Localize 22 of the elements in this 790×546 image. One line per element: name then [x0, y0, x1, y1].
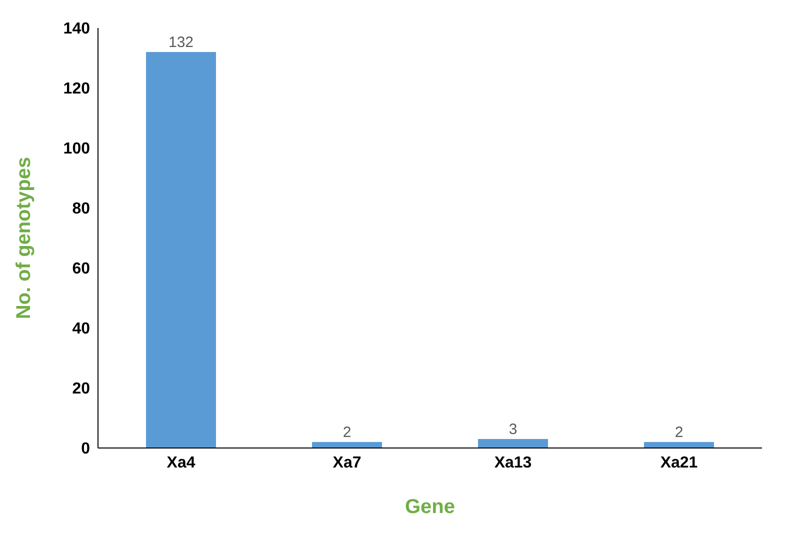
y-tick-label: 60 [72, 260, 90, 278]
y-tick-label: 20 [72, 380, 90, 398]
bar [478, 439, 548, 448]
bar [312, 442, 382, 448]
bar [644, 442, 714, 448]
x-tick-label: Xa21 [660, 454, 698, 472]
y-tick-label: 100 [63, 140, 90, 158]
y-tick-label: 40 [72, 320, 90, 338]
data-label: 3 [508, 421, 518, 438]
x-axis-title: Gene [404, 496, 456, 518]
data-label: 2 [342, 424, 352, 441]
x-tick-label: Xa7 [332, 454, 362, 472]
y-tick-label: 0 [81, 440, 90, 458]
x-tick-label: Xa4 [166, 454, 196, 472]
x-tick-label: Xa13 [494, 454, 532, 472]
data-label: 132 [168, 34, 194, 51]
y-tick-label: 120 [63, 80, 90, 98]
data-label: 2 [674, 424, 684, 441]
y-tick-label: 140 [63, 20, 90, 38]
bar [146, 52, 216, 448]
y-tick-label: 80 [72, 200, 90, 218]
y-axis-title: No. of genotypes [13, 156, 36, 320]
